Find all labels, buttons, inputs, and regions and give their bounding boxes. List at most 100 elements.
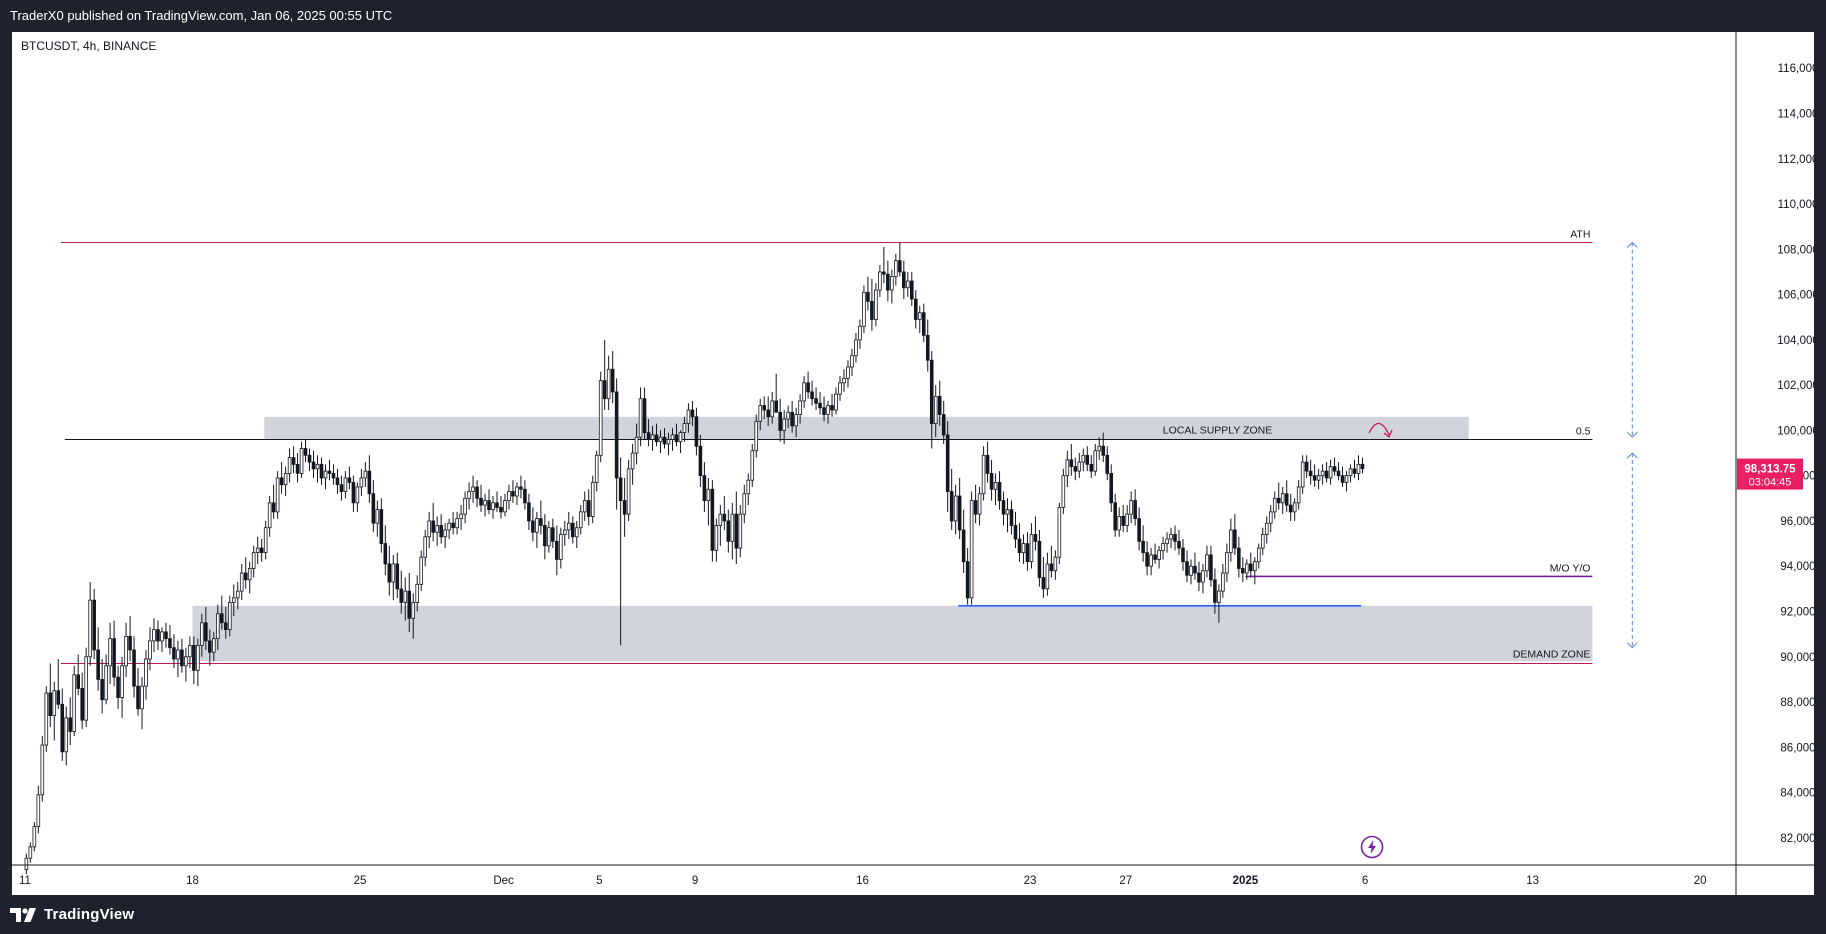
candle-body xyxy=(427,520,431,538)
candle xyxy=(1276,482,1281,510)
candle-body xyxy=(606,368,611,400)
candle xyxy=(1189,559,1193,585)
time-axis[interactable]: 11 18 25 Dec 5 9 16 23 27 2025 6 13 20 xyxy=(19,875,1707,887)
candle xyxy=(670,428,675,451)
candle-body xyxy=(1129,500,1133,515)
candle xyxy=(1237,536,1241,578)
candle-body xyxy=(945,434,950,492)
candle xyxy=(100,659,104,714)
candle-body xyxy=(383,543,388,565)
candle-body xyxy=(786,411,790,420)
candle-body xyxy=(782,418,786,431)
candle xyxy=(822,396,826,422)
candle-body xyxy=(1245,563,1249,574)
price-tick-label: 112,000.00 xyxy=(1778,154,1814,166)
candle xyxy=(1041,557,1046,598)
candle xyxy=(523,480,527,510)
candle xyxy=(1021,534,1026,564)
candle-body xyxy=(790,411,794,427)
candle-body xyxy=(890,276,894,291)
tradingview-logo-icon xyxy=(10,907,36,922)
lightning-bolt-icon[interactable] xyxy=(1360,835,1384,859)
candle-body xyxy=(307,454,312,463)
candle xyxy=(423,529,427,567)
candle-body xyxy=(1241,568,1245,574)
candle xyxy=(483,493,487,517)
candle-body xyxy=(594,454,599,483)
candle-body xyxy=(315,463,320,470)
candle xyxy=(993,473,998,506)
candle xyxy=(431,502,435,542)
candle xyxy=(1101,432,1106,463)
candle xyxy=(219,595,224,630)
candle-body xyxy=(40,744,45,796)
price-tick-label: 84,000.00 xyxy=(1780,788,1814,800)
candle xyxy=(251,545,256,578)
candle-body xyxy=(662,436,667,445)
candle-body xyxy=(395,563,400,590)
candle xyxy=(818,391,822,415)
candle xyxy=(1077,453,1082,478)
candle xyxy=(1085,446,1090,472)
candle-body xyxy=(866,291,870,302)
candle-body xyxy=(1109,472,1114,504)
price-tick-label: 104,000.00 xyxy=(1777,335,1814,347)
candle-body xyxy=(1197,572,1201,583)
candle xyxy=(894,253,898,286)
candle xyxy=(439,514,443,544)
candle-body xyxy=(754,420,759,452)
candle xyxy=(1105,446,1110,481)
candle-body xyxy=(618,477,623,501)
candle xyxy=(810,380,814,406)
candle-body xyxy=(467,491,471,499)
candle xyxy=(1296,480,1301,510)
candle xyxy=(527,493,531,530)
candle xyxy=(475,480,479,508)
candle-body xyxy=(251,552,256,569)
footer-brand[interactable]: TradingView xyxy=(44,906,135,923)
symbol-legend[interactable]: BTCUSDT, 4h, BINANCE xyxy=(21,39,157,53)
candle xyxy=(638,387,643,447)
candle-body xyxy=(1057,506,1062,558)
candle-body xyxy=(1225,552,1229,574)
candle-body xyxy=(411,602,416,619)
candle-body xyxy=(543,525,547,547)
candle xyxy=(1057,502,1062,564)
candle xyxy=(255,536,260,564)
price-axis[interactable]: 82,000.00 84,000.00 86,000.00 88,000.00 90,0… xyxy=(1777,63,1814,845)
candle-body xyxy=(144,658,148,687)
annotations-layer: ATH 0.5 M/O Y/O LOCAL SUPPLY ZONE DEMAND ZON… xyxy=(1163,229,1638,660)
candle xyxy=(1225,543,1229,583)
candle-body xyxy=(953,495,958,522)
candle xyxy=(806,371,810,399)
candle-body xyxy=(1157,549,1161,560)
candle-body xyxy=(1173,534,1177,542)
candle xyxy=(902,260,906,300)
time-tick-label: 25 xyxy=(354,875,367,887)
chart-frame[interactable]: ATH 0.5 M/O Y/O LOCAL SUPPLY ZONE DEMAND ZON… xyxy=(12,32,1814,895)
candle xyxy=(447,518,451,540)
candle xyxy=(1161,536,1165,560)
candle-body xyxy=(1017,538,1022,554)
candle-body xyxy=(527,502,531,522)
candle xyxy=(778,398,782,442)
candle-body xyxy=(551,527,555,542)
candle xyxy=(283,466,288,497)
candle xyxy=(419,550,424,592)
candle-body xyxy=(363,470,368,479)
candle xyxy=(929,351,934,449)
candle xyxy=(985,441,990,483)
candle xyxy=(1093,443,1098,476)
candle xyxy=(1241,557,1245,583)
candle-body xyxy=(415,583,420,603)
candle-body xyxy=(367,470,372,495)
candle xyxy=(1137,507,1141,551)
candle-body xyxy=(858,325,862,341)
candle-body xyxy=(710,488,715,551)
candle xyxy=(84,647,88,727)
candle xyxy=(941,400,946,444)
chart-svg[interactable]: ATH 0.5 M/O Y/O LOCAL SUPPLY ZONE DEMAND ZON… xyxy=(12,32,1814,895)
candle-body xyxy=(1344,475,1349,483)
candle-body xyxy=(239,572,244,592)
candle-body xyxy=(1252,561,1257,572)
